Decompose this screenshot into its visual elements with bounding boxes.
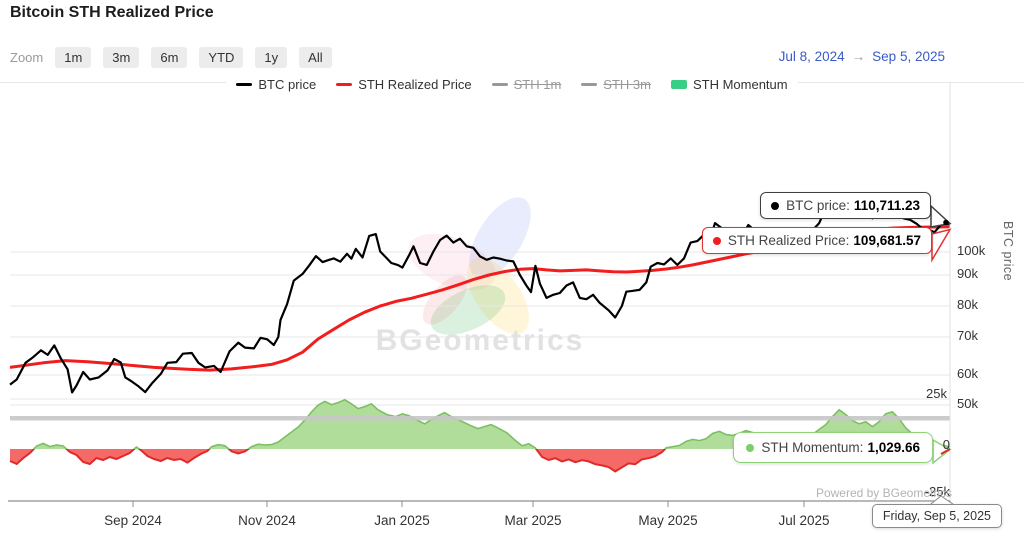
area-swatch-icon xyxy=(670,80,687,89)
legend-item-btc-price[interactable]: BTC price xyxy=(236,77,316,92)
btc-dot-icon xyxy=(771,202,780,210)
legend-label: STH Realized Price xyxy=(358,77,472,92)
tooltip-value: 110,711.23 xyxy=(853,198,920,213)
range-arrow-icon: → xyxy=(851,49,866,64)
legend-item-sth-realized-price[interactable]: STH Realized Price xyxy=(336,77,472,92)
tooltip-label: STH Realized Price: xyxy=(727,233,850,248)
zoom-button-3m[interactable]: 3m xyxy=(103,47,140,68)
zoom-label: Zoom xyxy=(10,50,44,65)
watermark-logo-icon xyxy=(408,197,531,335)
legend-item-sth-3m-disabled[interactable]: STH 3m xyxy=(581,77,651,92)
tooltip-sth-momentum: STH Momentum: 1,029.66 xyxy=(733,432,933,463)
btc-last-point-marker xyxy=(943,219,949,226)
threshold-band xyxy=(10,416,950,421)
zoom-button-6m[interactable]: 6m xyxy=(151,47,188,68)
price-tick-50k: 50k xyxy=(957,396,978,411)
momentum-tick-25k: 25k xyxy=(926,386,947,401)
momentum-tick-0: 0 xyxy=(942,437,950,452)
legend-label: BTC price xyxy=(258,77,317,92)
x-tick-jul-2025: Jul 2025 xyxy=(778,513,830,528)
price-tick-70k: 70k xyxy=(957,328,978,343)
x-tick-may-2025: May 2025 xyxy=(638,513,698,528)
range-selector: Zoom 1m 3m 6m YTD 1y All xyxy=(10,47,332,68)
x-tick-mar-2025: Mar 2025 xyxy=(504,513,562,528)
momentum-dot-icon xyxy=(746,444,755,452)
legend-item-sth-momentum[interactable]: STH Momentum xyxy=(670,77,788,92)
price-tick-100k: 100k xyxy=(957,243,986,258)
x-tick-nov-2024: Nov 2024 xyxy=(238,513,296,528)
legend-item-sth-1m-disabled[interactable]: STH 1m xyxy=(491,77,562,92)
price-tick-80k: 80k xyxy=(957,297,978,312)
range-from-input[interactable]: Jul 8, 2024 xyxy=(778,49,845,64)
line-swatch-icon xyxy=(491,83,508,86)
zoom-button-1m[interactable]: 1m xyxy=(55,47,92,68)
price-axis-title: BTC price xyxy=(1001,221,1015,282)
range-to-input[interactable]: Sep 5, 2025 xyxy=(872,49,945,64)
zoom-button-ytd[interactable]: YTD xyxy=(199,47,244,68)
tooltip-label: BTC price: xyxy=(786,198,850,213)
x-axis-ticks xyxy=(132,501,951,507)
price-tick-60k: 60k xyxy=(957,366,978,381)
zoom-button-all[interactable]: All xyxy=(299,47,332,68)
tooltip-value: 1,029.66 xyxy=(867,440,920,455)
x-tick-jan-2025: Jan 2025 xyxy=(374,513,430,528)
price-tick-90k: 90k xyxy=(957,266,978,281)
x-tick-sep-2024: Sep 2024 xyxy=(104,513,162,528)
tooltip-callouts xyxy=(927,204,957,506)
tooltip-label: STH Momentum: xyxy=(761,440,864,455)
zoom-button-1y[interactable]: 1y xyxy=(255,47,288,68)
tooltip-value: 109,681.57 xyxy=(853,233,921,248)
gridlines xyxy=(10,251,950,406)
momentum-tick-n25k: -25k xyxy=(924,484,950,499)
page-title: Bitcoin STH Realized Price xyxy=(10,4,214,21)
momentum-last-point-marker xyxy=(940,448,951,455)
line-swatch-icon xyxy=(336,83,353,86)
date-range: Jul 8, 2024 → Sep 5, 2025 xyxy=(779,49,945,64)
sth-dot-icon xyxy=(712,237,721,245)
legend-label: STH Momentum xyxy=(692,77,788,92)
tooltip-sth-realized-price: STH Realized Price: 109,681.57 xyxy=(701,227,932,254)
legend-label: STH 1m xyxy=(513,77,562,92)
line-swatch-icon xyxy=(236,83,253,86)
tooltip-btc-price: BTC price: 110,711.23 xyxy=(760,192,931,219)
legend-label: STH 3m xyxy=(603,77,651,92)
powered-by-credit: Powered by BGeometrics xyxy=(815,486,952,500)
legend: BTC price STH Realized Price STH 1m STH … xyxy=(0,75,1024,94)
line-swatch-icon xyxy=(581,83,598,86)
tooltip-date: Friday, Sep 5, 2025 xyxy=(871,504,1002,528)
watermark-text: BGeometrics xyxy=(376,324,585,357)
